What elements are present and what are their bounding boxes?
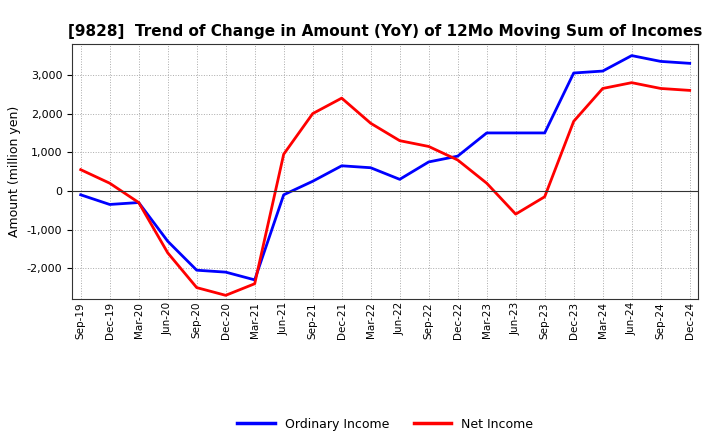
Ordinary Income — [105, 202, 114, 207]
Net Income — [541, 194, 549, 199]
Ordinary Income — [192, 268, 201, 273]
Net Income — [511, 212, 520, 217]
Ordinary Income — [395, 177, 404, 182]
Net Income — [570, 119, 578, 124]
Ordinary Income — [221, 269, 230, 275]
Net Income — [395, 138, 404, 143]
Y-axis label: Amount (million yen): Amount (million yen) — [8, 106, 21, 237]
Ordinary Income — [541, 130, 549, 136]
Ordinary Income — [163, 238, 172, 244]
Net Income — [105, 180, 114, 186]
Ordinary Income — [482, 130, 491, 136]
Ordinary Income — [308, 179, 317, 184]
Ordinary Income — [279, 192, 288, 198]
Line: Net Income: Net Income — [81, 83, 690, 295]
Net Income — [251, 281, 259, 286]
Net Income — [76, 167, 85, 172]
Net Income — [657, 86, 665, 91]
Ordinary Income — [366, 165, 375, 170]
Ordinary Income — [570, 70, 578, 76]
Net Income — [454, 158, 462, 163]
Net Income — [366, 121, 375, 126]
Ordinary Income — [135, 200, 143, 205]
Net Income — [424, 144, 433, 149]
Net Income — [338, 95, 346, 101]
Ordinary Income — [511, 130, 520, 136]
Net Income — [627, 80, 636, 85]
Ordinary Income — [338, 163, 346, 169]
Net Income — [163, 250, 172, 256]
Net Income — [685, 88, 694, 93]
Ordinary Income — [454, 154, 462, 159]
Ordinary Income — [251, 277, 259, 282]
Net Income — [221, 293, 230, 298]
Title: [9828]  Trend of Change in Amount (YoY) of 12Mo Moving Sum of Incomes: [9828] Trend of Change in Amount (YoY) o… — [68, 24, 703, 39]
Net Income — [482, 180, 491, 186]
Net Income — [279, 151, 288, 157]
Ordinary Income — [598, 69, 607, 74]
Net Income — [135, 200, 143, 205]
Legend: Ordinary Income, Net Income: Ordinary Income, Net Income — [232, 413, 539, 436]
Ordinary Income — [685, 61, 694, 66]
Net Income — [308, 111, 317, 116]
Line: Ordinary Income: Ordinary Income — [81, 55, 690, 280]
Ordinary Income — [657, 59, 665, 64]
Ordinary Income — [424, 159, 433, 165]
Net Income — [192, 285, 201, 290]
Ordinary Income — [76, 192, 85, 198]
Net Income — [598, 86, 607, 91]
Ordinary Income — [627, 53, 636, 58]
